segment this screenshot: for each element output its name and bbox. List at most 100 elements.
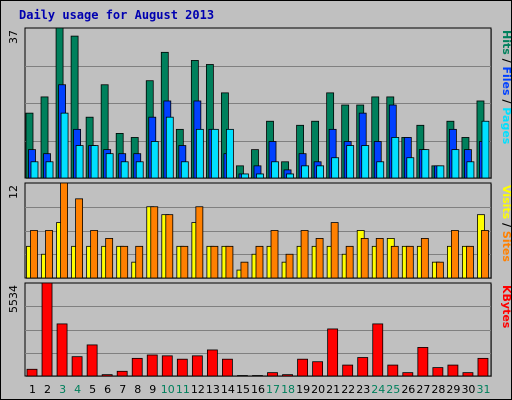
sites-bar	[285, 253, 294, 279]
x-tick-label: 8	[134, 383, 141, 396]
chart-title: Daily usage for August 2013	[19, 8, 215, 22]
sites-bar	[210, 245, 219, 279]
pages-bar	[75, 145, 84, 179]
sites-bar	[45, 230, 53, 279]
x-tick-label: 13	[206, 383, 220, 396]
pages-bar	[271, 161, 279, 179]
kbytes-bar	[447, 364, 459, 377]
x-tick-label: 17	[266, 383, 280, 396]
kbytes-bar	[146, 354, 158, 377]
kbytes-bar	[312, 361, 324, 377]
sites-bar	[165, 214, 174, 279]
kbytes-bar	[267, 372, 278, 377]
kbytes-bar	[71, 356, 83, 377]
x-tick-label: 22	[341, 383, 355, 396]
kbytes-bar	[222, 358, 233, 377]
legend-hits-hits: Hits	[500, 30, 512, 55]
pages-bar	[391, 137, 400, 179]
sites-bar	[180, 245, 189, 279]
pages-bar	[241, 173, 249, 179]
sites-bar	[420, 238, 429, 279]
x-tick-label: 31	[476, 383, 490, 396]
x-tick-label: 14	[221, 383, 235, 396]
sites-bar	[300, 230, 309, 279]
pages-bar	[150, 141, 159, 179]
pages-bar	[466, 161, 475, 179]
kbytes-bar	[417, 347, 429, 377]
x-tick-label: 28	[431, 383, 445, 396]
sites-bar	[30, 230, 38, 279]
pages-bar	[30, 161, 39, 179]
legend-kbytes: KBytes	[500, 285, 512, 329]
x-tick-label: 27	[416, 383, 430, 396]
sites-bar	[120, 245, 129, 279]
kbytes-bar	[342, 364, 354, 377]
sites-bar	[360, 238, 369, 279]
pages-bar	[120, 161, 129, 179]
sites-bar	[315, 238, 324, 279]
sites-bar	[330, 222, 339, 279]
x-tick-label: 7	[119, 383, 126, 396]
x-tick-label: 15	[236, 383, 250, 396]
x-tick-label: 1	[29, 383, 36, 396]
x-tick-label: 26	[401, 383, 415, 396]
kbytes-bar	[191, 355, 203, 377]
x-tick-label: 30	[461, 383, 475, 396]
kbytes-bar	[432, 367, 444, 377]
kbytes-bar	[357, 357, 369, 377]
pages-bar	[481, 120, 490, 179]
sites-bar	[270, 230, 279, 279]
sites-bar	[405, 245, 414, 279]
pages-bar	[90, 145, 99, 179]
pages-bar	[45, 161, 54, 179]
sites-bar	[481, 230, 489, 279]
x-tick-label: 4	[74, 383, 81, 396]
kbytes-bar	[327, 328, 339, 377]
pages-bar	[406, 157, 415, 179]
kbytes-bar	[297, 358, 308, 377]
legend-visits-sep: /	[500, 219, 512, 231]
sites-bar	[390, 245, 399, 279]
pages-bar	[286, 173, 294, 179]
sites-bar	[225, 245, 234, 279]
x-tick-label: 23	[356, 383, 370, 396]
legend-hits-sep1: /	[500, 96, 512, 108]
sites-bar	[135, 245, 144, 279]
pages-bar	[256, 173, 264, 179]
kbytes-bar	[101, 374, 113, 377]
kbytes-bar	[161, 355, 173, 377]
kbytes-bar	[477, 357, 489, 377]
pages-bar	[436, 165, 445, 179]
x-tick-label: 18	[281, 383, 295, 396]
pages-bar	[165, 116, 174, 179]
panel-kbytes	[24, 282, 492, 377]
sites-bar	[240, 261, 249, 279]
kbytes-bar	[372, 323, 384, 377]
kbytes-bar	[282, 374, 293, 377]
pages-bar	[210, 128, 219, 179]
x-tick-label: 2	[44, 383, 51, 396]
kbytes-bar	[206, 349, 218, 377]
pages-bar	[316, 165, 325, 179]
legend-hits: Hits / Files / Pages	[500, 30, 512, 145]
pages-bar	[226, 128, 234, 179]
x-tick-label: 5	[89, 383, 96, 396]
pages-bar	[451, 149, 460, 179]
sites-bar	[466, 245, 474, 279]
kbytes-bar	[252, 375, 263, 377]
pages-bar	[361, 145, 370, 179]
kbytes-bar	[237, 375, 248, 377]
x-tick-label: 21	[326, 383, 340, 396]
pages-bar	[180, 161, 189, 179]
legend-hits-pages: Pages	[500, 107, 512, 145]
x-tick-label: 29	[446, 383, 460, 396]
sites-bar	[195, 206, 204, 279]
x-tick-label: 19	[296, 383, 310, 396]
kbytes-bar	[462, 372, 474, 377]
sites-bar	[345, 245, 354, 279]
pages-bar	[105, 153, 114, 179]
x-tick-label: 6	[104, 383, 111, 396]
legend-kbytes-kbytes: KBytes	[500, 285, 512, 329]
kbytes-bar	[41, 282, 53, 377]
